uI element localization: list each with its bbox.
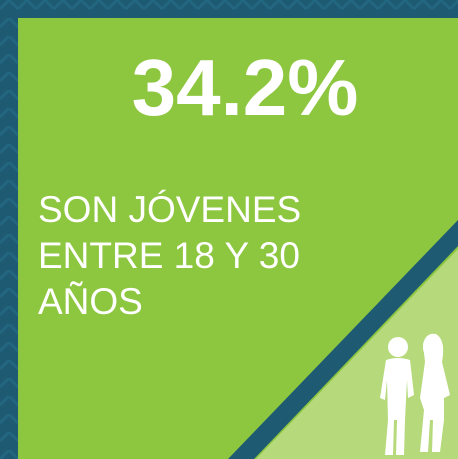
description-line: SON JÓVENES: [38, 189, 301, 230]
description-line: ENTRE 18 Y 30: [38, 235, 300, 276]
light-corner: [256, 249, 458, 459]
silhouettes: [380, 333, 450, 455]
stat: 34.2%: [132, 43, 359, 132]
description: SON JÓVENES ENTRE 18 Y 30 AÑOS: [38, 189, 301, 322]
diagonal-band: [228, 220, 458, 459]
description-line: AÑOS: [38, 281, 143, 322]
